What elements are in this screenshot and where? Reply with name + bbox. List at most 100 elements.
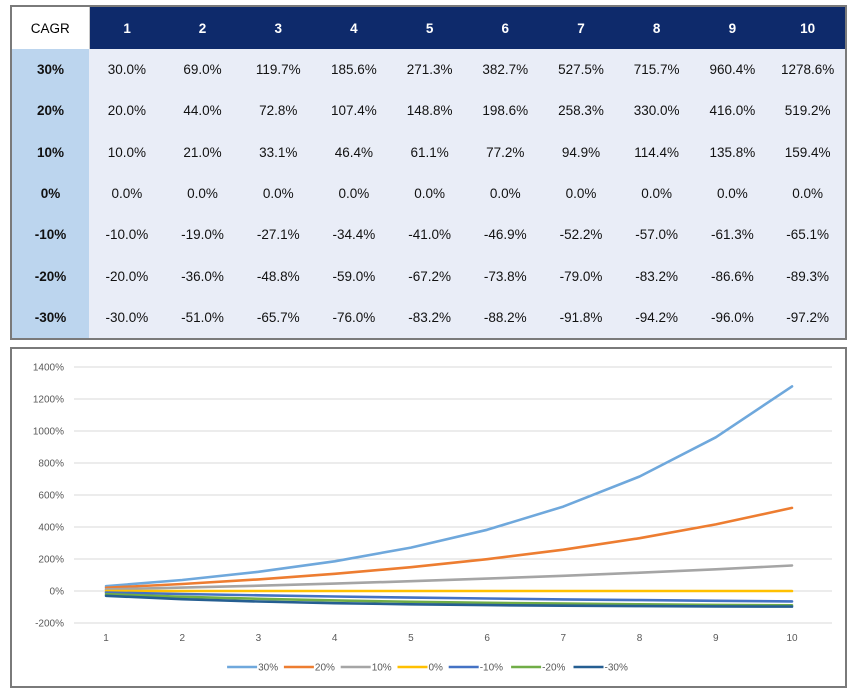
legend-item: -20% [511,663,566,674]
table-cell: 0.0% [89,172,165,215]
table-cell: 416.0% [694,90,771,132]
y-tick-label: 1400% [33,363,64,374]
column-header: 8 [618,6,695,49]
table-cell: 198.6% [467,90,544,132]
y-tick-label: 400% [38,523,64,534]
table-cell: -65.7% [240,296,317,339]
table-cell: -20.0% [89,255,165,297]
table-cell: 0.0% [618,172,695,215]
row-header: -10% [11,214,89,256]
table-cell: -97.2% [770,296,846,339]
table-cell: -83.2% [618,255,695,297]
table-cell: 119.7% [240,49,317,91]
table-cell: -34.4% [316,214,392,256]
row-header: 0% [11,172,89,215]
table-cell: -83.2% [391,296,468,339]
table-cell: 258.3% [543,90,619,132]
legend-item: 10% [340,663,392,674]
table-cell: 0.0% [164,172,241,215]
table-cell: 107.4% [316,90,392,132]
table-cell: -79.0% [543,255,619,297]
table-cell: -73.8% [467,255,544,297]
table-row: -10% -10.0% -19.0% -27.1% -34.4% -41.0% -46.9%… [11,214,846,256]
table-cell: 0.0% [391,172,468,215]
legend-item: 30% [227,663,278,674]
table-cell: -41.0% [391,214,468,256]
line-chart: -200% 0% 200% 400% 600% 800% 1000% 1200% 1400% 1… [10,347,847,688]
legend-item: 0% [397,663,443,674]
legend-label: 20% [315,663,335,674]
column-header: 6 [467,6,544,49]
legend-item: -10% [448,663,503,674]
column-header: 10 [770,6,846,49]
column-header: 9 [694,6,771,49]
legend-label: 30% [258,663,278,674]
x-tick-label: 5 [408,633,414,644]
table-cell: -36.0% [164,255,241,297]
table-cell: 0.0% [694,172,771,215]
table-cell: 114.4% [618,131,695,173]
column-header: 3 [240,6,317,49]
table-cell: 519.2% [770,90,846,132]
table-cell: -27.1% [240,214,317,256]
x-tick-label: 3 [256,633,262,644]
series-line [104,594,794,608]
table-cell: -61.3% [694,214,771,256]
table-cell: -96.0% [694,296,771,339]
y-tick-label: 800% [38,459,64,470]
table-cell: -51.0% [164,296,241,339]
table-cell: -46.9% [467,214,544,256]
table-row: -30% -30.0% -51.0% -65.7% -76.0% -83.2% -88.2%… [11,296,846,339]
series-line [104,591,794,603]
table-cell: 94.9% [543,131,619,173]
cagr-table: CAGR 1 2 3 4 5 6 7 8 9 10 30% 30.0% 69.0% 1… [10,5,847,340]
y-tick-label: -200% [35,619,64,630]
table-cell: 0.0% [316,172,392,215]
table-row: 0% 0.0% 0.0% 0.0% 0.0% 0.0% 0.0% 0.0% 0.0% 0.0% 0.… [11,172,846,215]
table-cell: 330.0% [618,90,695,132]
table-cell: -91.8% [543,296,619,339]
x-tick-label: 1 [103,633,109,644]
row-header: -30% [11,296,89,339]
x-tick-label: 8 [637,633,643,644]
table-cell: 61.1% [391,131,468,173]
table-cell: 715.7% [618,49,695,91]
table-cell: 185.6% [316,49,392,91]
column-header: 2 [164,6,241,49]
table-row: 30% 30.0% 69.0% 119.7% 185.6% 271.3% 382.7% 527… [11,49,846,91]
column-header: 4 [316,6,392,49]
table-cell: 527.5% [543,49,619,91]
legend-label: -20% [542,663,565,674]
table-cell: -30.0% [89,296,165,339]
table-cell: -88.2% [467,296,544,339]
table-row: 20% 20.0% 44.0% 72.8% 107.4% 148.8% 198.6% 258.… [11,90,846,132]
x-tick-label: 2 [179,633,185,644]
table-cell: -59.0% [316,255,392,297]
y-tick-label: 600% [38,491,64,502]
y-tick-label: 1200% [33,395,64,406]
table-cell: -19.0% [164,214,241,256]
chart-svg: -200% 0% 200% 400% 600% 800% 1000% 1200% 1400% 1… [33,363,832,674]
table-cell: 960.4% [694,49,771,91]
table-cell: 20.0% [89,90,165,132]
x-tick-label: 6 [484,633,490,644]
legend-label: -30% [605,663,628,674]
row-header: -20% [11,255,89,297]
x-axis-ticks: 1 2 3 4 5 6 7 8 9 10 [103,633,798,644]
y-tick-label: 200% [38,555,64,566]
x-tick-label: 10 [786,633,798,644]
x-tick-label: 9 [713,633,719,644]
series-line [104,385,794,588]
table-cell: 0.0% [543,172,619,215]
row-header: 10% [11,131,89,173]
table-cell: 77.2% [467,131,544,173]
series-line [104,592,794,607]
table-cell: 21.0% [164,131,241,173]
x-tick-label: 4 [332,633,338,644]
table-cell: 271.3% [391,49,468,91]
legend-label: 10% [372,663,392,674]
row-header: 30% [11,49,89,91]
table-cell: 0.0% [240,172,317,215]
table-cell: 30.0% [89,49,165,91]
table-cell: 33.1% [240,131,317,173]
